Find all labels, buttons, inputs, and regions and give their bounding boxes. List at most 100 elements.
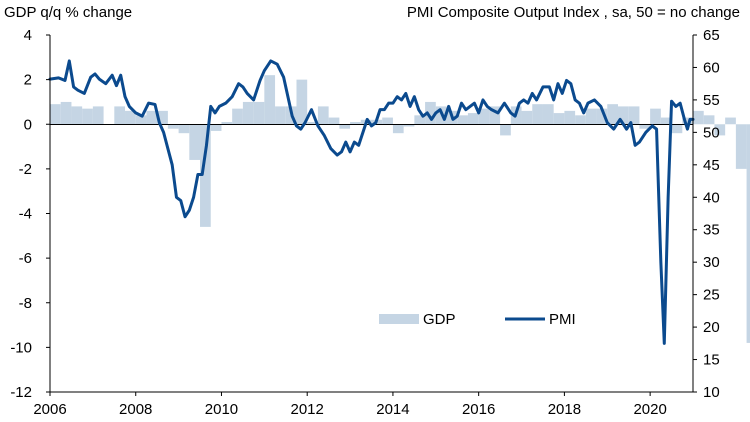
gdp-bar — [489, 106, 501, 125]
gdp-bar — [82, 108, 93, 125]
gdp-bar — [660, 117, 672, 125]
gdp-bar — [146, 110, 158, 125]
gdp-bar — [714, 124, 726, 136]
left-tick-label: -2 — [19, 161, 32, 178]
gdp-bar — [628, 106, 640, 125]
gdp-bar — [746, 124, 750, 343]
gdp-bar — [125, 110, 136, 125]
gdp-bar — [542, 104, 554, 125]
gdp-bar — [682, 117, 693, 125]
right-tick-label: 15 — [703, 352, 720, 369]
right-tick-label: 25 — [703, 287, 720, 304]
gdp-bar — [200, 124, 211, 227]
gdp-bar-series — [50, 75, 750, 343]
gdp-bar — [457, 115, 468, 125]
gdp-bar — [221, 122, 233, 125]
gdp-bar — [532, 104, 543, 125]
gdp-bar — [242, 101, 254, 125]
gdp-bar — [521, 110, 533, 125]
x-tick-label: 2018 — [548, 401, 581, 418]
gdp-bar — [403, 124, 415, 127]
gdp-bar — [564, 110, 576, 125]
right-tick-label: 55 — [703, 92, 720, 109]
gdp-bar — [575, 115, 586, 125]
x-tick-label: 2012 — [291, 401, 324, 418]
right-tick-label: 20 — [703, 319, 720, 336]
left-tick-label: -6 — [19, 250, 32, 267]
gdp-bar — [414, 115, 426, 125]
gdp-bar — [500, 124, 511, 136]
gdp-bar — [596, 108, 608, 125]
right-axis-ticks: 65 60 55 50 45 40 35 30 25 20 15 10 — [693, 27, 720, 401]
gdp-bar — [585, 108, 597, 125]
gdp-bar — [189, 124, 201, 160]
gdp-bar — [671, 124, 683, 134]
left-tick-label: -12 — [10, 384, 32, 401]
x-tick-label: 2008 — [119, 401, 152, 418]
left-axis-ticks: 4 2 0 -2 -4 -6 -8 -10 -12 — [10, 27, 50, 401]
gdp-bar — [607, 104, 618, 125]
gdp-bar — [650, 108, 661, 125]
left-tick-label: -8 — [19, 295, 32, 312]
x-tick-label: 2016 — [462, 401, 495, 418]
right-axis-title: PMI Composite Output Index , sa, 50 = no… — [407, 4, 740, 21]
gdp-bar — [307, 122, 318, 125]
x-tick-label: 2006 — [33, 401, 66, 418]
left-tick-label: 0 — [24, 116, 32, 133]
gdp-bar — [350, 122, 361, 125]
gdp-bar — [275, 106, 286, 125]
right-tick-label: 10 — [703, 384, 720, 401]
gdp-bar — [167, 124, 179, 129]
gdp-bar — [92, 106, 104, 125]
gdp-bar — [339, 124, 351, 129]
right-tick-label: 60 — [703, 59, 720, 76]
legend-pmi-label: PMI — [549, 311, 576, 328]
gdp-bar — [50, 104, 61, 125]
gdp-bar — [328, 117, 340, 125]
gdp-bar — [703, 115, 715, 125]
left-tick-label: -4 — [19, 206, 32, 223]
gdp-bar — [735, 124, 747, 169]
x-tick-label: 2010 — [205, 401, 238, 418]
right-tick-label: 65 — [703, 27, 720, 44]
x-tick-label: 2014 — [376, 401, 409, 418]
gdp-bar — [296, 79, 308, 125]
gdp-bar — [382, 117, 393, 125]
gdp-bar — [317, 106, 329, 125]
right-tick-label: 35 — [703, 222, 720, 239]
pmi-line — [48, 59, 695, 345]
gdp-bar — [253, 101, 265, 125]
left-axis-title: GDP q/q % change — [4, 4, 132, 21]
gdp-bar — [114, 106, 126, 125]
gdp-bar — [135, 115, 147, 125]
gdp-bar — [725, 117, 736, 125]
right-tick-label: 50 — [703, 124, 720, 141]
gdp-bar — [60, 101, 72, 125]
gdp-bar — [639, 124, 651, 129]
gdp-bar — [178, 124, 190, 134]
x-axis-ticks: 2006 2008 2010 2012 2014 2016 2018 2020 — [33, 392, 667, 418]
gdp-bar — [478, 108, 490, 125]
gdp-bar — [264, 75, 276, 125]
right-tick-label: 40 — [703, 189, 720, 206]
gdp-bar — [210, 124, 222, 131]
left-tick-label: 4 — [24, 27, 32, 44]
left-tick-label: -10 — [10, 339, 32, 356]
gdp-bar — [617, 106, 629, 125]
legend: GDP PMI — [379, 311, 576, 328]
gdp-bar — [467, 113, 479, 125]
gdp-bar — [71, 106, 83, 125]
right-tick-label: 30 — [703, 254, 720, 271]
x-tick-label: 2020 — [633, 401, 666, 418]
legend-gdp-label: GDP — [423, 311, 456, 328]
legend-gdp-swatch — [379, 314, 419, 324]
gdp-bar — [232, 108, 243, 125]
gdp-bar — [157, 110, 168, 125]
gdp-bar — [693, 110, 704, 125]
gdp-bar — [553, 113, 565, 125]
left-tick-label: 2 — [24, 72, 32, 89]
gdp-bar — [392, 124, 404, 134]
right-tick-label: 45 — [703, 157, 720, 174]
gdp-bar — [425, 101, 436, 125]
